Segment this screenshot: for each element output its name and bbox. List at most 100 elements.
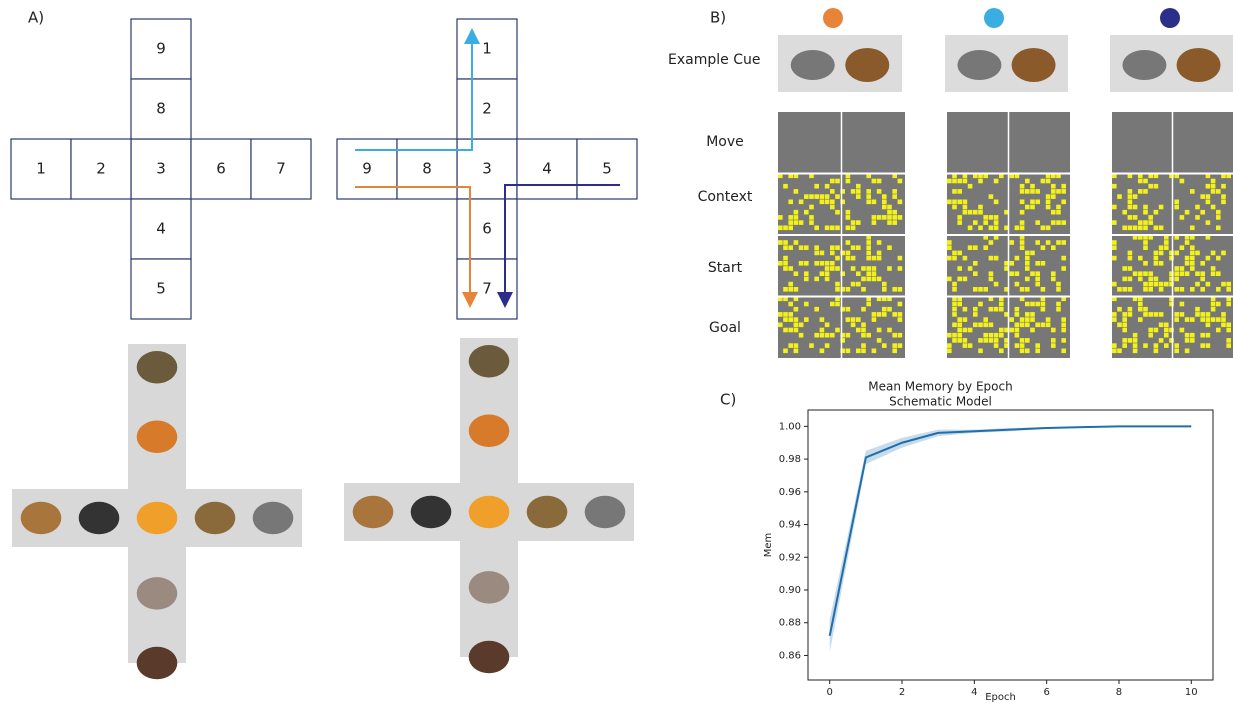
active-unit — [952, 287, 957, 292]
active-unit — [783, 317, 788, 322]
active-unit — [1143, 210, 1148, 215]
active-unit — [872, 220, 877, 225]
active-unit — [1061, 256, 1066, 261]
active-unit — [882, 215, 887, 220]
active-unit — [1200, 210, 1205, 215]
active-unit — [856, 271, 861, 276]
active-unit — [1128, 251, 1133, 256]
confidence-band — [830, 426, 1192, 652]
active-unit — [973, 210, 978, 215]
active-unit — [872, 312, 877, 317]
active-unit — [1143, 312, 1148, 317]
active-unit — [866, 240, 871, 245]
active-unit — [1035, 240, 1040, 245]
active-unit — [872, 256, 877, 261]
y-tick-label: 0.86 — [779, 650, 801, 661]
active-unit — [1128, 338, 1133, 343]
active-unit — [968, 266, 973, 271]
active-unit — [1041, 302, 1046, 307]
active-unit — [957, 277, 962, 282]
active-unit — [1046, 205, 1051, 210]
active-unit — [1159, 287, 1164, 292]
active-unit — [1128, 277, 1133, 282]
active-unit — [1138, 277, 1143, 282]
active-unit — [963, 179, 968, 184]
active-unit — [830, 205, 835, 210]
active-unit — [1143, 287, 1148, 292]
active-unit — [892, 189, 897, 194]
active-unit — [1211, 251, 1216, 256]
animal-image — [79, 502, 120, 534]
active-unit — [846, 349, 851, 354]
active-unit — [1041, 287, 1046, 292]
active-unit — [856, 282, 861, 287]
active-unit — [989, 215, 994, 220]
active-unit — [983, 220, 988, 225]
active-unit — [952, 323, 957, 328]
cell-number: 3 — [482, 160, 492, 178]
active-unit — [1009, 261, 1014, 266]
active-unit — [1117, 323, 1122, 328]
cell-number: 8 — [156, 100, 166, 118]
active-unit — [856, 349, 861, 354]
animal-image — [469, 571, 510, 603]
y-axis-label: Mem — [763, 533, 774, 558]
active-unit — [794, 317, 799, 322]
active-unit — [866, 302, 871, 307]
active-unit — [872, 277, 877, 282]
active-unit — [788, 200, 793, 205]
active-unit — [1128, 200, 1133, 205]
active-unit — [788, 282, 793, 287]
active-unit — [892, 210, 897, 215]
active-unit — [1035, 302, 1040, 307]
active-unit — [1061, 338, 1066, 343]
active-unit — [898, 179, 903, 184]
active-unit — [866, 256, 871, 261]
active-unit — [989, 194, 994, 199]
active-unit — [968, 328, 973, 333]
y-tick-label: 1.00 — [779, 421, 801, 432]
active-unit — [788, 317, 793, 322]
active-unit — [1025, 251, 1030, 256]
animal-image — [411, 496, 452, 528]
active-unit — [877, 338, 882, 343]
active-unit — [898, 333, 903, 338]
active-unit — [887, 328, 892, 333]
active-unit — [892, 220, 897, 225]
active-unit — [1061, 266, 1066, 271]
active-unit — [1025, 338, 1030, 343]
active-unit — [1015, 328, 1020, 333]
active-unit — [989, 271, 994, 276]
active-unit — [1200, 333, 1205, 338]
active-unit — [994, 343, 999, 348]
active-unit — [1154, 261, 1159, 266]
active-unit — [994, 226, 999, 231]
active-unit — [994, 282, 999, 287]
active-unit — [957, 200, 962, 205]
active-unit — [1138, 307, 1143, 312]
active-unit — [1143, 226, 1148, 231]
active-unit — [861, 328, 866, 333]
active-unit — [1200, 343, 1205, 348]
active-unit — [1154, 210, 1159, 215]
active-unit — [898, 200, 903, 205]
active-unit — [1122, 226, 1127, 231]
active-unit — [1015, 343, 1020, 348]
active-unit — [799, 333, 804, 338]
active-unit — [830, 333, 835, 338]
active-unit — [1211, 184, 1216, 189]
active-unit — [851, 226, 856, 231]
active-unit — [978, 205, 983, 210]
active-unit — [1180, 245, 1185, 250]
active-unit — [947, 256, 952, 261]
active-unit — [952, 251, 957, 256]
active-unit — [778, 240, 783, 245]
active-unit — [794, 210, 799, 215]
active-unit — [898, 266, 903, 271]
active-unit — [957, 317, 962, 322]
active-unit — [1200, 317, 1205, 322]
active-unit — [1112, 240, 1117, 245]
active-unit — [952, 189, 957, 194]
active-unit — [1025, 317, 1030, 322]
active-unit — [1056, 189, 1061, 194]
